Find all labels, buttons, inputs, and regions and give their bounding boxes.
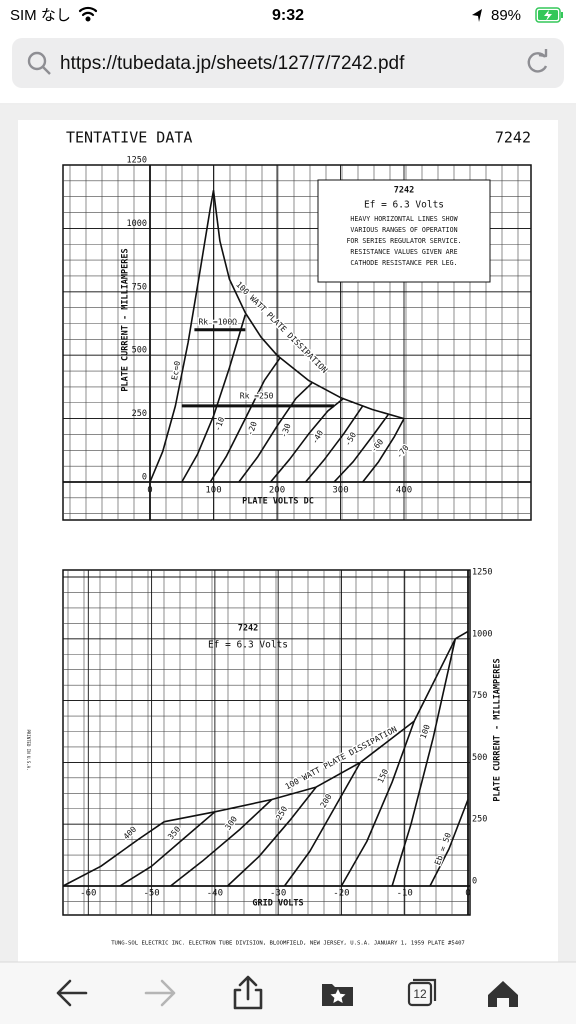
curve [238, 382, 313, 483]
tabs-button[interactable]: 12 [407, 978, 437, 1007]
curve [149, 190, 215, 483]
curve [391, 638, 457, 887]
annotation-note: CATHODE RESISTANCE PER LEG. [350, 259, 457, 267]
annotation-title: 7242 [238, 624, 258, 634]
curve [333, 414, 389, 483]
annotation-subtitle: Ef = 6.3 Volts [208, 640, 288, 651]
annotation-note: RESISTANCE VALUES GIVEN ARE [350, 248, 457, 256]
x-tick-label: 100 [205, 486, 221, 496]
share-button[interactable] [233, 975, 263, 1010]
x-tick-label: 300 [332, 486, 348, 496]
chart: 0100200300400025050075010001250PLATE VOL… [62, 156, 532, 521]
curve [164, 630, 469, 823]
curve [429, 799, 469, 887]
curve [62, 821, 165, 887]
curve-label: Rk =100Ω [198, 317, 237, 326]
x-axis-title: GRID VOLTS [252, 899, 303, 909]
carrier: SIM なし [10, 7, 71, 24]
address-bar[interactable]: https://tubedata.jp/sheets/127/7/7242.pd… [12, 38, 564, 88]
home-button[interactable] [488, 981, 518, 1007]
tube-number: 7242 [495, 129, 531, 147]
toolbar [0, 962, 576, 1024]
x-tick-label: 400 [396, 486, 412, 496]
y-tick-label: 0 [142, 473, 147, 483]
forward-button[interactable] [144, 979, 176, 1007]
y-axis-title: PLATE CURRENT - MILLIAMPERES [493, 658, 503, 801]
chart: -60-50-40-30-20-100025050075010001250GRI… [62, 568, 503, 916]
y-tick-label: 1250 [127, 156, 147, 166]
y-tick-label: 500 [472, 753, 487, 763]
y-tick-label: 1250 [472, 568, 492, 578]
wifi-icon [78, 6, 98, 22]
annotation-note: FOR SERIES REGULATOR SERVICE. [346, 237, 461, 245]
y-tick-label: 750 [132, 282, 147, 292]
curve [304, 405, 364, 483]
y-tick-label: 250 [132, 409, 147, 419]
curve [362, 418, 405, 483]
annotation-subtitle: Ef = 6.3 Volts [364, 200, 444, 211]
battery-icon [535, 7, 563, 23]
y-tick-label: 750 [472, 691, 487, 701]
y-axis-title: PLATE CURRENT - MILLIAMPERES [121, 248, 131, 391]
clock: 9:32 [272, 7, 304, 24]
curve-label: Rk =250 [240, 391, 274, 400]
curve [170, 798, 273, 887]
reload-button[interactable] [527, 49, 548, 73]
curve [340, 720, 415, 887]
annotation-note: VARIOUS RANGES OF OPERATION [350, 226, 457, 234]
y-tick-label: 0 [472, 877, 477, 887]
x-tick-label: -30 [270, 889, 286, 899]
address-field[interactable] [12, 38, 564, 88]
annotation-title: 7242 [394, 186, 414, 196]
tab-count: 12 [413, 987, 427, 1001]
side-note: PRINTED IN U.S.A. [26, 730, 31, 771]
curve [181, 314, 247, 483]
curve [212, 190, 405, 420]
x-tick-label: -20 [333, 889, 349, 899]
curve [226, 786, 317, 887]
url[interactable]: https://tubedata.jp/sheets/127/7/7242.pd… [60, 53, 405, 74]
curve [119, 811, 216, 887]
charts: 0 100 200 300 400 0 250 500 750 1000 1250 PLATE VOL… [62, 156, 532, 916]
bookmarks-button[interactable] [322, 984, 353, 1006]
annotation-note: HEAVY HORIZONTAL LINES SHOW [350, 215, 457, 223]
curve [209, 357, 281, 483]
search-icon [27, 51, 51, 75]
x-tick-label: 200 [269, 486, 285, 496]
annotation-box [317, 179, 491, 283]
x-tick-label: -10 [397, 889, 413, 899]
heading: TENTATIVE DATA [66, 129, 192, 147]
battery-level: 89% [491, 7, 521, 24]
location-icon [472, 9, 482, 22]
x-tick-label: -40 [207, 889, 223, 899]
y-tick-label: 500 [132, 346, 147, 356]
curve [283, 762, 362, 887]
plot-frame [62, 569, 471, 916]
y-tick-label: 1000 [127, 219, 147, 229]
x-tick-label: -50 [143, 889, 159, 899]
x-tick-label: -60 [80, 889, 96, 899]
footer: TUNG-SOL ELECTRIC INC. ELECTRON TUBE DIV… [111, 941, 465, 947]
y-tick-label: 1000 [472, 629, 492, 639]
back-button[interactable] [56, 979, 88, 1007]
y-tick-label: 250 [472, 815, 487, 825]
x-axis-title: PLATE VOLTS DC [242, 497, 314, 507]
